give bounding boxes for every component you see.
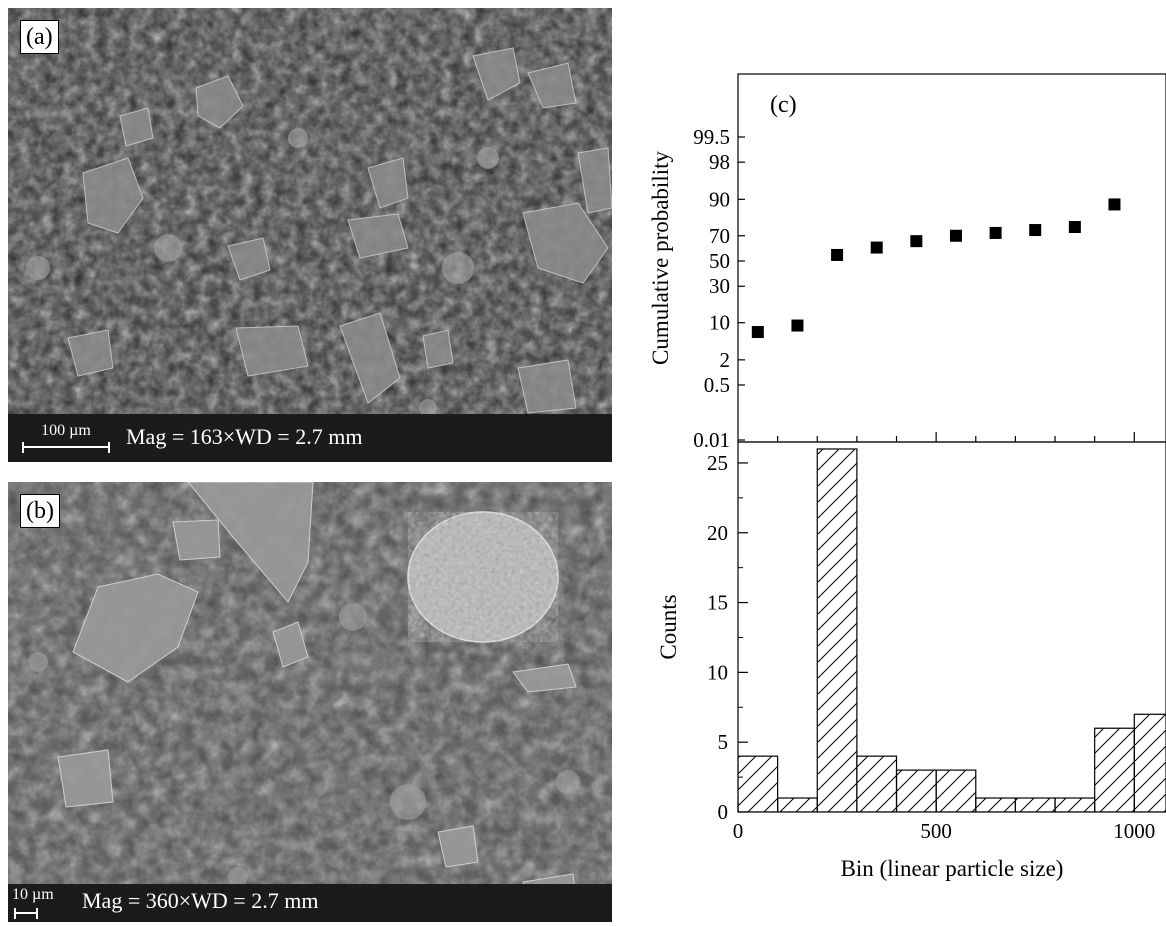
histogram-y-tick-label-5: 25: [707, 451, 728, 475]
mag-text-a: Mag = 163×WD = 2.7 mm: [126, 424, 363, 449]
histogram-y-tick-label-0: 0: [718, 800, 729, 824]
sem-image-b: (b) 10 µm Mag = 360×WD = 2.7 mm: [8, 482, 612, 922]
probability-point-4: [910, 235, 923, 248]
probability-y-tick-label-9: 0.01: [693, 428, 730, 452]
sem-micrograph-b: [8, 482, 612, 922]
probability-y-tick-label-1: 98: [709, 150, 730, 174]
probability-point-3: [870, 241, 883, 254]
probability-point-9: [1108, 198, 1121, 211]
histogram-bar-10: [1133, 713, 1166, 812]
probability-y-tick-label-4: 50: [709, 249, 730, 273]
sem-info-bar-a: 100 µm Mag = 163×WD = 2.7 mm: [8, 414, 612, 462]
probability-point-7: [1029, 224, 1042, 237]
histogram-bar-5: [935, 769, 977, 812]
histogram-bar-3: [856, 755, 898, 812]
histogram-y-tick-label-3: 15: [707, 591, 728, 615]
probability-y-tick-label-0: 99.5: [693, 125, 730, 149]
histogram-bar-6: [975, 797, 1017, 812]
probability-point-5: [949, 229, 962, 242]
histogram-x-tick-label-1: 500: [920, 819, 952, 843]
histogram-y-tick-label-2: 10: [707, 660, 728, 684]
scale-bar-b: 10 µm: [12, 886, 54, 920]
probability-y-tick-label-7: 2: [720, 348, 731, 372]
histogram-bar-2: [816, 448, 858, 812]
probability-y-axis-title: Cumulative probability: [648, 151, 673, 365]
mag-text-b: Mag = 360×WD = 2.7 mm: [82, 888, 319, 913]
probability-chart: (c) Cumulative probability 99.598 90 70503…: [648, 73, 1166, 452]
histogram-bar-0: [738, 755, 779, 812]
histogram-y-axis-title: Counts: [656, 594, 681, 659]
histogram-x-tick-label-2: 1000: [1113, 819, 1155, 843]
histogram-bar-1: [777, 797, 818, 812]
panel-a-label: (a): [20, 20, 59, 54]
scale-bar-a: 100 µm: [22, 422, 110, 454]
histogram-y-tick-label-4: 20: [707, 521, 728, 545]
sem-image-a: (a) 100 µm Mag = 163×WD = 2.7 mm: [8, 8, 612, 462]
panel-b-label: (b): [20, 494, 60, 528]
histogram-bar-4: [895, 769, 937, 812]
chart-c-label: (c): [770, 92, 797, 118]
probability-y-tick-label-3: 70: [709, 224, 730, 248]
probability-point-0: [751, 326, 764, 339]
probability-plot-frame: [737, 73, 1166, 443]
probability-point-2: [831, 248, 844, 261]
histogram-bar-7: [1014, 797, 1056, 812]
histogram-y-tick-label-1: 5: [718, 730, 729, 754]
probability-point-1: [791, 319, 804, 332]
sem-info-bar-b: 10 µm Mag = 360×WD = 2.7 mm: [8, 884, 612, 922]
histogram-chart: Counts Bin (linear particle size) 0 5 10 15…: [656, 441, 1166, 881]
charts-panel-c: (c) Cumulative probability 99.5989070503…: [648, 73, 1166, 881]
probability-point-8: [1068, 221, 1081, 234]
histogram-x-axis-title: Bin (linear particle size): [841, 856, 1064, 881]
sem-micrograph-a: [8, 8, 612, 462]
probability-y-tick-label-8: 0.5: [704, 373, 730, 397]
scale-bar-a-label: 100 µm: [41, 422, 91, 439]
histogram-bar-8: [1054, 797, 1096, 812]
histogram-x-tick-label-0: 0: [733, 819, 744, 843]
scale-bar-b-label: 10 µm: [12, 886, 54, 903]
probability-y-tick-label-5: 30: [709, 274, 730, 298]
probability-y-tick-label-6: 10: [709, 311, 730, 335]
probability-point-6: [989, 226, 1002, 239]
probability-y-tick-label-2: 90: [709, 187, 730, 211]
histogram-bar-9: [1094, 727, 1135, 812]
